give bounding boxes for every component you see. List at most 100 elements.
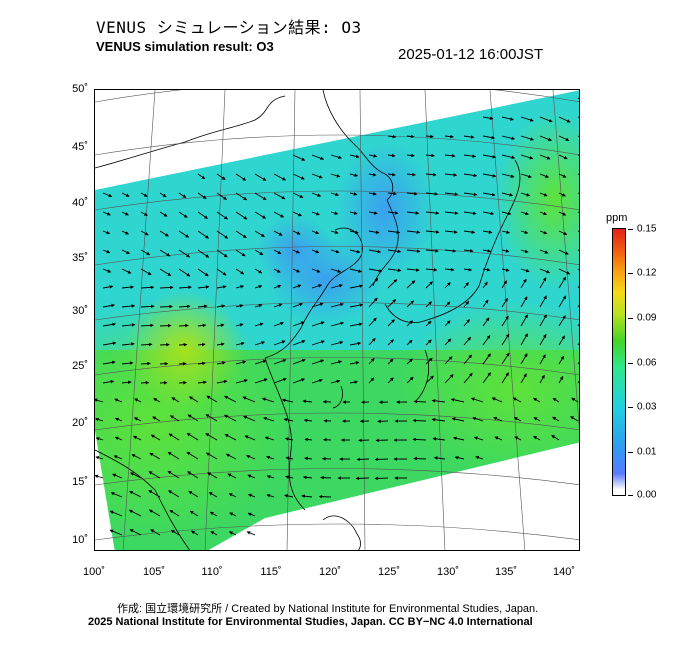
wind-arrow <box>533 417 541 422</box>
wind-arrow <box>197 230 209 239</box>
colorbar-tick <box>628 495 633 496</box>
wind-arrow <box>102 249 111 254</box>
wind-arrow <box>273 340 286 346</box>
wind-arrow <box>247 493 256 498</box>
wind-arrow <box>482 335 491 346</box>
timestamp: 2025-01-12 16:00JST <box>398 46 544 63</box>
wind-arrow <box>349 154 360 159</box>
wind-arrow <box>247 512 256 517</box>
wind-arrow <box>159 249 171 257</box>
wind-arrow <box>501 372 509 384</box>
lat-label-30: 30˚ <box>72 305 88 317</box>
wind-arrow <box>349 284 364 289</box>
wind-arrow <box>121 342 135 346</box>
wind-arrow <box>110 492 123 498</box>
wind-arrow <box>473 436 484 441</box>
wind-arrow <box>368 357 375 365</box>
wind-arrow <box>150 434 161 441</box>
wind-arrow <box>463 211 477 216</box>
wind-arrow <box>330 284 343 289</box>
wind-arrow <box>273 303 283 308</box>
lat-label-50: 50˚ <box>72 83 88 95</box>
wind-arrow <box>539 173 549 178</box>
wind-arrow <box>551 435 560 441</box>
wind-arrow <box>148 509 161 517</box>
colorbar-unit: ppm <box>606 212 628 224</box>
lon-label-110: 110˚ <box>201 566 223 578</box>
wind-arrow <box>539 230 548 235</box>
wind-arrow <box>387 299 397 308</box>
wind-arrow <box>254 268 263 274</box>
colorbar-label-0.15: 0.15 <box>637 223 657 235</box>
wind-arrow <box>406 300 415 308</box>
wind-arrow <box>224 433 237 441</box>
wind-arrow <box>444 356 453 365</box>
wind-arrow <box>532 397 541 403</box>
wind-arrow <box>302 399 313 404</box>
lat-label-45: 45˚ <box>72 141 88 153</box>
wind-arrow <box>273 249 282 254</box>
lat-label-25: 25˚ <box>72 360 88 372</box>
wind-arrow <box>482 249 492 253</box>
wind-arrow <box>273 359 287 365</box>
wind-arrow <box>254 192 267 201</box>
wind-arrow <box>558 295 567 308</box>
lon-label-105: 105˚ <box>142 566 166 578</box>
wind-arrow <box>482 211 495 216</box>
wind-arrow <box>406 268 420 272</box>
wind-arrow <box>167 470 180 479</box>
wind-arrow <box>368 317 377 327</box>
wind-arrow <box>178 342 188 347</box>
wind-arrow <box>520 116 534 122</box>
map-panel <box>94 89 580 551</box>
wind-arrow <box>463 372 473 384</box>
wind-arrow <box>513 417 522 422</box>
wind-arrow <box>444 134 454 139</box>
wind-arrow <box>159 268 172 276</box>
wind-arrow <box>330 340 344 346</box>
wind-arrow <box>425 339 432 346</box>
wind-arrow <box>187 414 199 422</box>
wind-arrow <box>263 416 275 422</box>
wind-arrow <box>129 490 142 498</box>
wind-arrow <box>368 172 377 177</box>
wind-arrow <box>304 437 313 442</box>
wind-arrow <box>311 321 325 327</box>
wind-arrow <box>224 395 237 403</box>
wind-arrow <box>228 493 237 498</box>
lon-label-135: 135˚ <box>494 566 518 578</box>
wind-arrow <box>216 230 229 239</box>
wind-arrow <box>207 472 218 479</box>
wind-arrow <box>425 192 439 196</box>
wind-arrow <box>223 414 237 422</box>
wind-arrow <box>330 154 342 159</box>
wind-arrow <box>425 320 432 327</box>
wind-arrow <box>406 249 421 253</box>
wind-arrow <box>129 529 142 536</box>
wind-arrow <box>311 340 325 346</box>
wind-arrow <box>152 416 161 422</box>
wind-arrow <box>558 249 569 255</box>
wind-arrow <box>216 192 227 200</box>
wind-arrow <box>246 531 256 536</box>
wind-arrow <box>482 173 497 178</box>
wind-arrow <box>188 490 199 498</box>
wind-arrow <box>281 398 294 403</box>
wind-arrow <box>102 360 116 365</box>
wind-arrow <box>131 454 142 460</box>
wind-arrow <box>186 432 199 441</box>
wind-arrow <box>539 135 552 141</box>
wind-arrow <box>121 192 130 197</box>
wind-arrow <box>470 397 484 403</box>
wind-arrow <box>444 192 459 196</box>
wind-arrow <box>368 337 376 346</box>
wind-arrow <box>413 399 427 404</box>
wind-arrow <box>311 211 320 216</box>
wind-arrow <box>444 230 458 234</box>
wind-arrow <box>302 475 313 480</box>
wind-arrow <box>235 360 247 365</box>
wind-arrow <box>114 436 123 441</box>
wind-arrow <box>349 341 362 346</box>
wind-arrow <box>406 230 421 234</box>
wind-arrow <box>368 268 383 273</box>
